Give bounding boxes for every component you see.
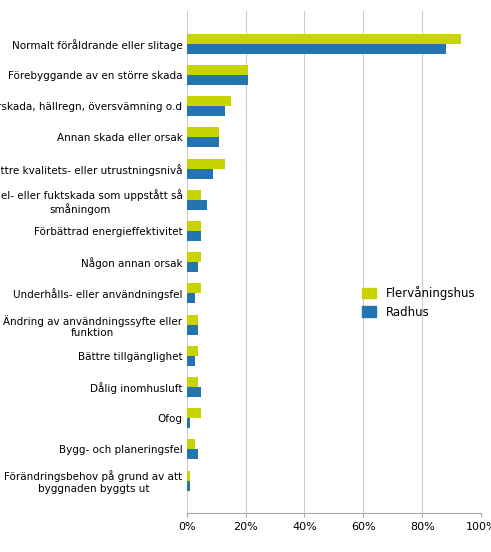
Bar [187, 325, 198, 335]
Bar [187, 96, 231, 106]
Bar [187, 481, 190, 491]
Bar [187, 262, 198, 272]
Bar [187, 190, 201, 200]
Bar [187, 252, 201, 262]
Bar [187, 377, 198, 387]
Bar [187, 221, 201, 231]
Bar [187, 387, 201, 397]
Bar [187, 158, 225, 168]
Bar [187, 294, 195, 304]
Bar [187, 408, 201, 418]
Bar [187, 470, 190, 481]
Bar [187, 128, 219, 137]
Bar [187, 137, 219, 147]
Bar [187, 65, 248, 75]
Bar [187, 439, 195, 449]
Bar [187, 75, 248, 85]
Bar [187, 168, 213, 179]
Bar [187, 44, 446, 54]
Bar [187, 106, 225, 116]
Bar [187, 346, 198, 356]
Bar [187, 356, 195, 366]
Bar [187, 315, 198, 325]
Bar [187, 200, 207, 210]
Bar [187, 449, 198, 459]
Bar [187, 283, 201, 294]
Bar [187, 34, 461, 44]
Bar [187, 231, 201, 241]
Legend: Flervåningshus, Radhus: Flervåningshus, Radhus [362, 286, 475, 319]
Bar [187, 418, 190, 428]
